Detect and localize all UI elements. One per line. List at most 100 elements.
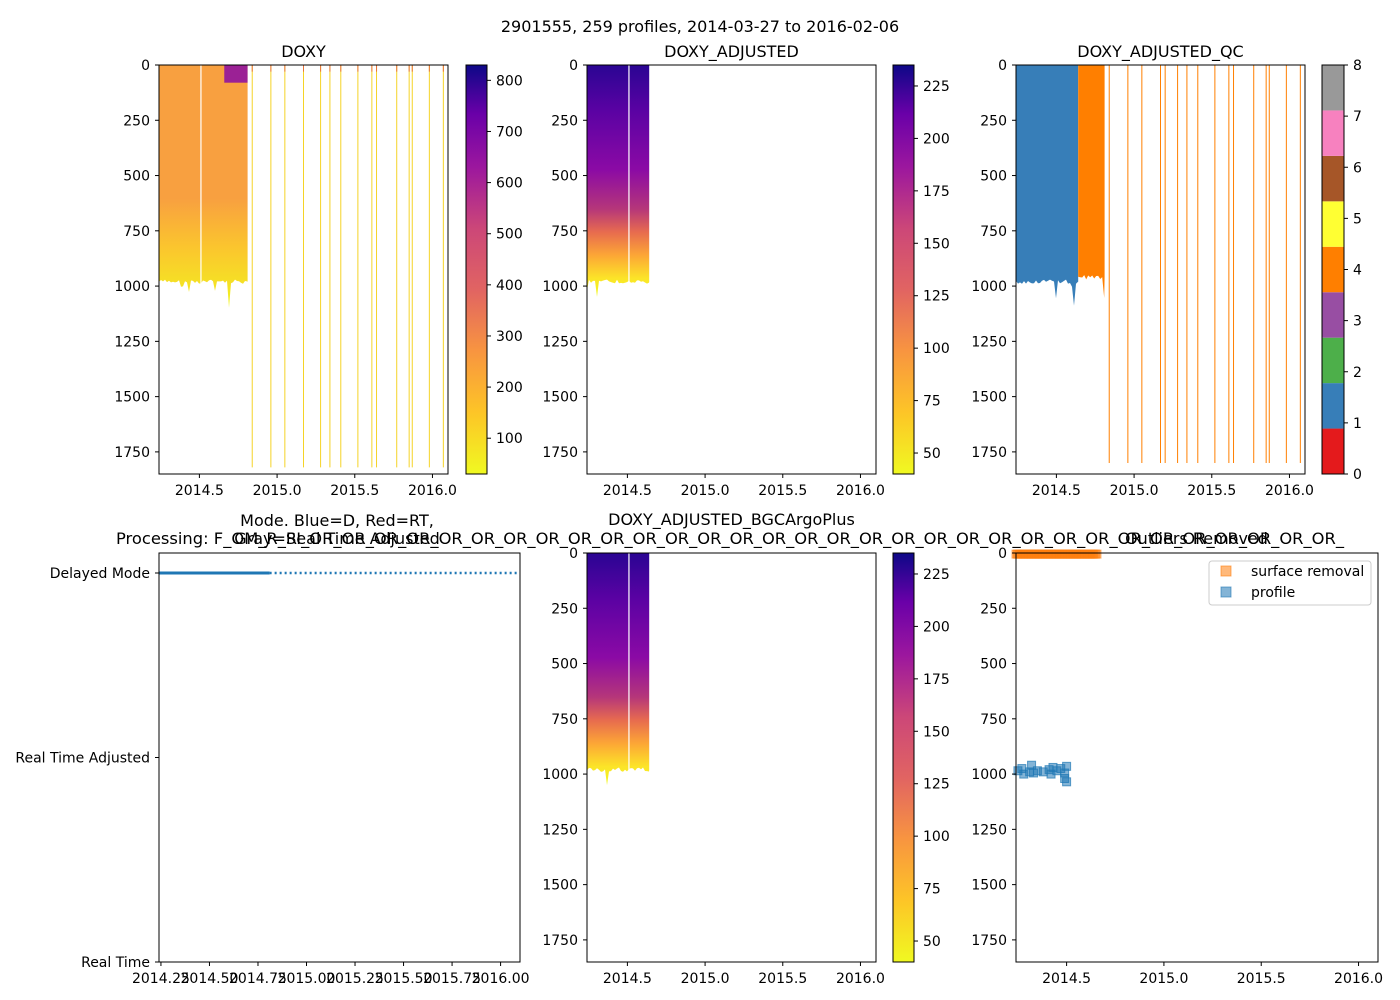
y-tick-label: 1250	[542, 334, 578, 350]
x-tick-label: 2016.0	[1265, 483, 1314, 499]
panel-doxy-bgcargoplus: DOXY_ADJUSTED_BGCArgoPlus 2014.5 2015.0 20…	[542, 510, 949, 987]
point-profile	[1062, 761, 1072, 771]
y-tick-label: 1500	[971, 878, 1007, 894]
y-tick-label: 250	[980, 601, 1007, 617]
axes-frame	[1015, 552, 1379, 963]
axes-frame	[158, 552, 521, 963]
chart-title-line-2: Gray=Real Time Adjusted	[234, 529, 440, 548]
y-tick-label: 1500	[114, 390, 150, 406]
panel-mode: Mode. Blue=D, Red=RT, Gray=Real Time Adj…	[15, 511, 1345, 987]
x-tick-label: 2014.75	[229, 971, 287, 987]
x-tick-label: 2015.5	[1237, 971, 1286, 987]
x-tick-label: 2016.0	[836, 971, 885, 987]
colorbar-tick-label: 8	[1353, 58, 1362, 74]
x-tick-label: 2014.25	[132, 971, 190, 987]
chart-title-line-1: Mode. Blue=D, Red=RT,	[240, 511, 434, 530]
legend-marker-profile	[1220, 586, 1232, 598]
colorbar-tick-label: 7	[1353, 109, 1362, 125]
colorbar-frame	[892, 64, 915, 475]
chart-title: Outliers Removed	[1125, 529, 1268, 548]
y-axis: 0 250 500 750 1000 1250 1500 1750	[542, 58, 587, 461]
y-tick-label: 0	[141, 58, 150, 74]
x-tick-label: 2016.0	[408, 483, 457, 499]
y-tick-label: 1500	[542, 390, 578, 406]
x-axis: 2014.5 2015.0 2015.5 2016.0	[1032, 474, 1314, 499]
plot-area	[1016, 65, 1301, 463]
y-tick-label: Real Time	[81, 955, 150, 971]
y-tick-label: Real Time Adjusted	[15, 751, 150, 767]
x-tick-label: 2014.5	[1042, 971, 1091, 987]
x-tick-label: 2015.0	[1139, 971, 1188, 987]
axes-frame	[158, 64, 449, 475]
y-tick-label: 250	[551, 113, 578, 129]
y-tick-label: 500	[123, 169, 150, 185]
colorbar-tick-label: 200	[923, 131, 950, 147]
colorbar-tick-label: 1	[1353, 416, 1362, 432]
x-tick-label: 2015.25	[326, 971, 384, 987]
x-tick-label: 2016.0	[1334, 971, 1383, 987]
y-tick-label: 1250	[971, 822, 1007, 838]
y-tick-label: 0	[569, 58, 578, 74]
x-tick-label: 2014.5	[603, 971, 652, 987]
y-tick-label: 1000	[971, 767, 1007, 783]
colorbar-tick-label: 0	[1353, 467, 1362, 483]
y-axis: 0 250 500 750 1000 1250 1500 1750	[971, 58, 1016, 461]
y-tick-label: 1250	[114, 334, 150, 350]
x-tick-label: 2015.0	[681, 971, 730, 987]
colorbar-swatch	[1322, 337, 1344, 384]
y-tick-label: 1250	[542, 822, 578, 838]
x-tick-label: 2015.5	[1187, 483, 1236, 499]
colorbar-tick-label: 225	[923, 567, 950, 583]
colorbar-tick-label: 500	[496, 227, 523, 243]
colorbar-tick-label: 200	[923, 619, 950, 635]
y-tick-label: 750	[123, 224, 150, 240]
colorbar-tick-label: 125	[923, 777, 950, 793]
colorbar-tick-label: 225	[923, 79, 950, 95]
colorbar-frame	[892, 552, 915, 963]
x-axis: 2014.5 2015.0 2015.5 2016.0	[603, 962, 885, 987]
y-tick-label: 0	[998, 546, 1007, 562]
colorbar-tick-label: 700	[496, 124, 523, 140]
axes-frame	[586, 552, 877, 963]
legend-label-surface-removal: surface removal	[1251, 564, 1364, 580]
colorbar-tick-label: 600	[496, 176, 523, 192]
plot-area	[587, 553, 650, 786]
y-axis: Real Time Real Time Adjusted Delayed Mode	[15, 566, 159, 971]
colorbar-tick-label: 2	[1353, 365, 1362, 381]
colorbar-gradient	[466, 65, 487, 474]
dense-profiles	[159, 65, 248, 308]
y-tick-label: Delayed Mode	[50, 566, 150, 582]
y-axis: 0 250 500 750 1000 1250 1500 1750	[971, 546, 1016, 949]
chart-title: DOXY_ADJUSTED_QC	[1077, 42, 1243, 62]
x-axis: 2014.252014.502014.752015.002015.252015.…	[132, 962, 530, 987]
x-tick-label: 2015.75	[423, 971, 481, 987]
colorbar: 50 75 100 125 150 175 200 225	[892, 552, 950, 963]
colorbar-swatch	[1322, 65, 1344, 111]
y-tick-label: 750	[551, 224, 578, 240]
y-tick-label: 250	[980, 113, 1007, 129]
y-tick-label: 1750	[971, 933, 1007, 949]
colorbar-tick-label: 400	[496, 278, 523, 294]
point-profile	[1062, 777, 1072, 787]
x-tick-label: 2014.5	[175, 483, 224, 499]
legend-label-profile: profile	[1251, 585, 1295, 601]
qc-1-profiles	[1016, 65, 1079, 306]
legend-marker-surface-removal	[1220, 565, 1232, 577]
dense-profiles	[587, 553, 650, 786]
y-tick-label: 1000	[542, 767, 578, 783]
x-tick-label: 2015.5	[758, 971, 807, 987]
colorbar-tick-label: 200	[496, 380, 523, 396]
plot-area	[587, 65, 650, 297]
colorbar-tick-label: 100	[923, 341, 950, 357]
colorbar-gradient	[893, 553, 914, 962]
y-tick-label: 500	[980, 657, 1007, 673]
chart-title: DOXY_ADJUSTED	[664, 42, 799, 62]
x-tick-label: 2015.00	[278, 971, 336, 987]
y-tick-label: 1750	[114, 445, 150, 461]
colorbar-swatch	[1322, 383, 1344, 429]
colorbar-tick-label: 5	[1353, 211, 1362, 227]
surface-high-values	[224, 65, 248, 83]
colorbar-tick-label: 50	[923, 934, 941, 950]
colorbar-tick-label: 150	[923, 724, 950, 740]
